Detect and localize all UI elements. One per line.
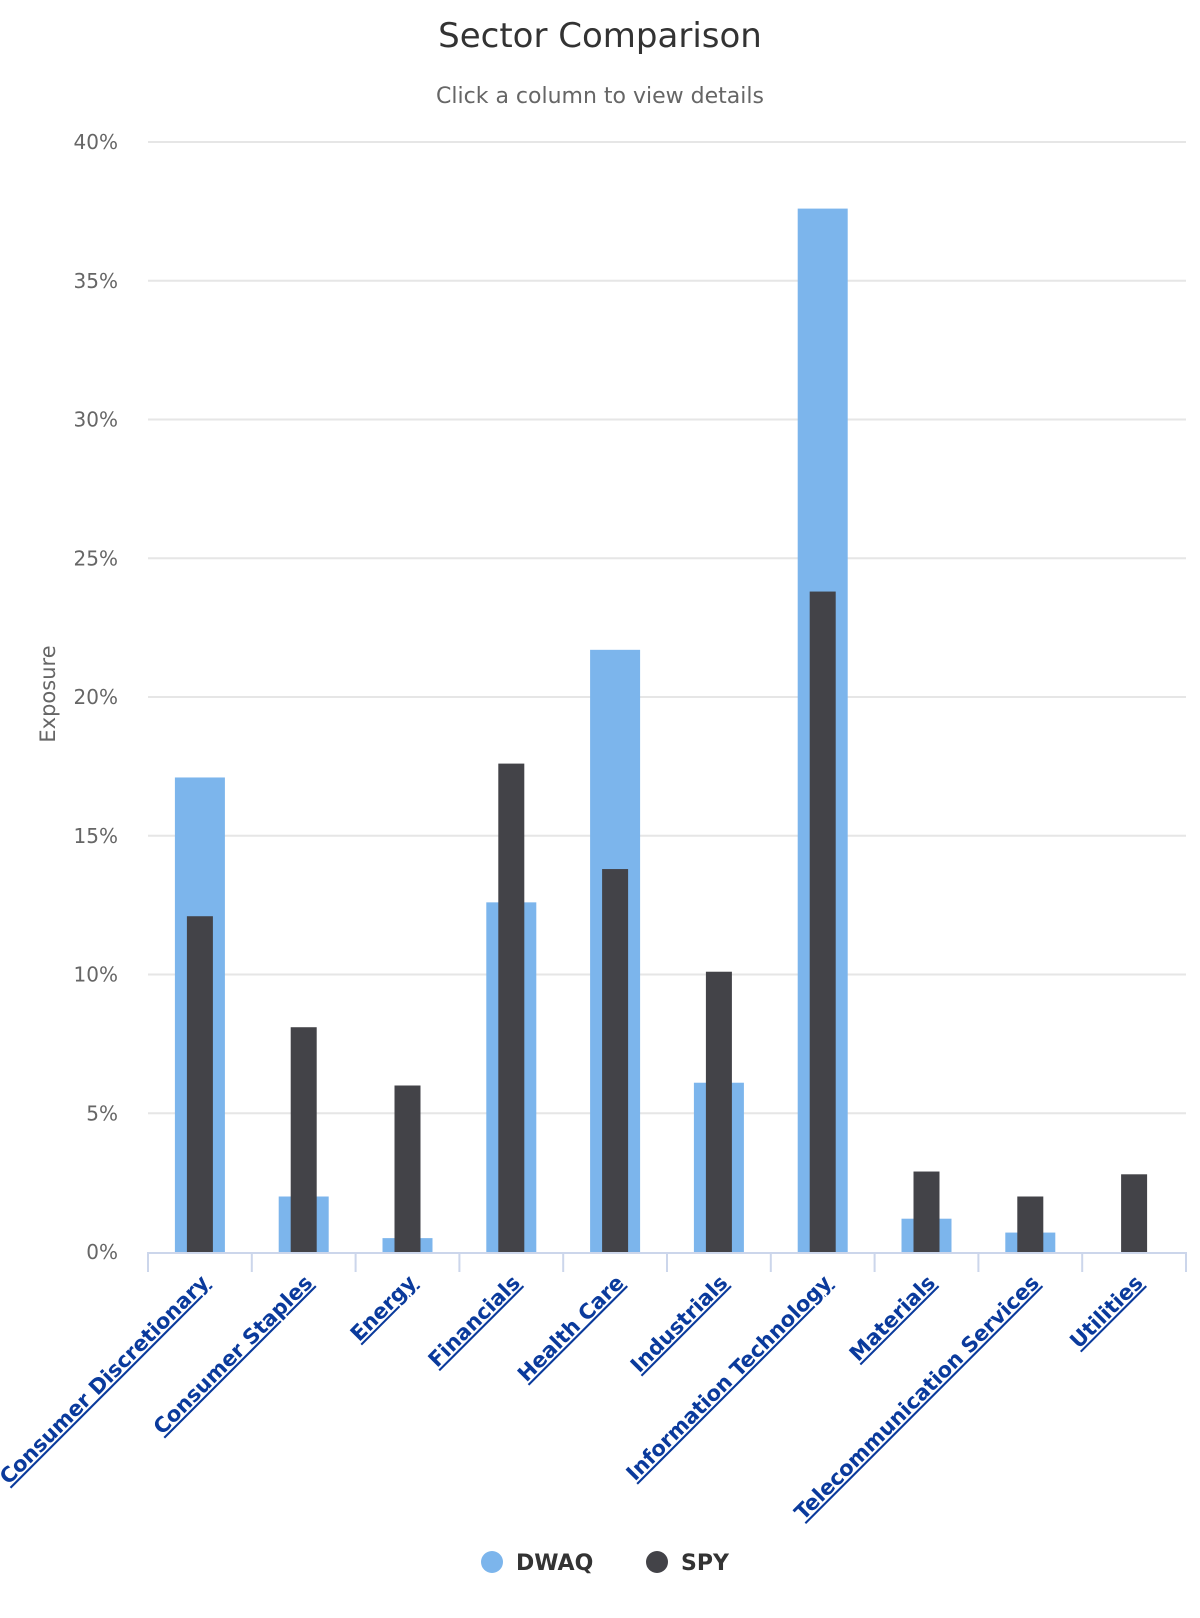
bar-spy-materials[interactable] [913,1171,940,1252]
chart-title: Sector Comparison [438,16,762,56]
legend-marker [481,1551,503,1573]
y-tick-label: 40% [74,130,118,154]
x-tick-label[interactable]: Financials [424,1271,525,1372]
y-tick-label: 0% [86,1240,118,1264]
x-axis [147,1252,1187,1272]
x-tick-label[interactable]: Materials [845,1271,940,1366]
legend-item-dwaq[interactable]: DWAQ [481,1551,593,1576]
bar-spy-information-technology[interactable] [809,591,836,1252]
x-tick-label[interactable]: Industrials [626,1271,733,1378]
y-tick-label: 25% [74,546,118,570]
x-tick-label[interactable]: Consumer Discretionary [0,1270,214,1489]
y-tick-label: 35% [74,269,118,293]
chart-subtitle: Click a column to view details [436,84,764,109]
bar-spy-consumer-staples[interactable] [290,1027,317,1252]
bar-spy-industrials[interactable] [705,971,732,1252]
bar-spy-utilities[interactable] [1121,1174,1148,1252]
legend-label: SPY [681,1551,730,1576]
gridlines [148,141,1186,1115]
x-tick-label[interactable]: Utilities [1065,1271,1147,1353]
bar-spy-health-care[interactable] [602,869,629,1252]
y-tick-label: 10% [74,963,118,987]
legend: DWAQ SPY [481,1551,730,1576]
legend-item-spy[interactable]: SPY [646,1551,730,1576]
y-axis-ticks: 0% 5% 10% 15% 20% 25% 30% 35% 40% [74,130,118,1264]
y-tick-label: 20% [74,685,118,709]
y-tick-label: 5% [86,1101,118,1125]
legend-label: DWAQ [516,1551,593,1576]
bar-spy-financials[interactable] [498,763,525,1252]
x-tick-label[interactable]: Energy [346,1270,422,1346]
y-tick-label: 15% [74,824,118,848]
bar-spy-telecommunication-services[interactable] [1017,1196,1044,1253]
x-tick-label[interactable]: Information Technology [622,1270,837,1485]
bar-spy-energy[interactable] [394,1085,421,1253]
bar-spy-consumer-discretionary[interactable] [186,916,213,1252]
y-tick-label: 30% [74,408,118,432]
legend-marker [646,1551,668,1573]
bars [174,208,1148,1253]
x-tick-label[interactable]: Health Care [513,1271,629,1387]
y-axis-label: Exposure [36,645,60,742]
